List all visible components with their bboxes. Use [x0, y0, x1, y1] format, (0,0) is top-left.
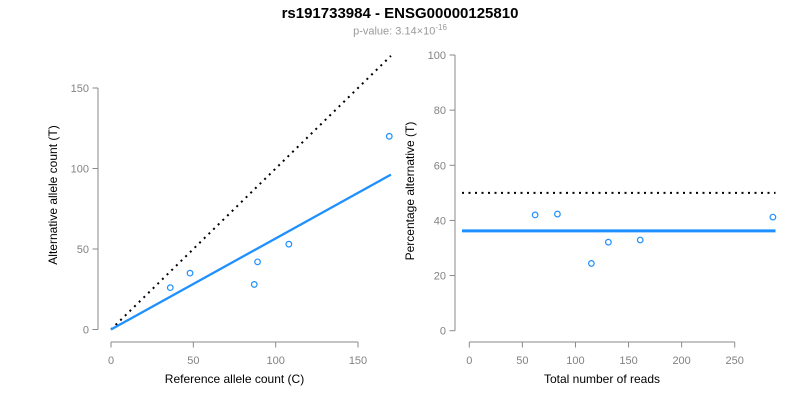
x-axis-title: Reference allele count (C) [165, 372, 304, 386]
x-tick-label: 0 [466, 355, 472, 367]
percentage-vs-coverage-panel: 0 20 40 60 80 100 0 50 100 150 200 250 Total number … [403, 50, 777, 386]
data-point [604, 238, 612, 246]
page-title: rs191733984 - ENSG00000125810 [281, 5, 519, 22]
x-axis-title: Total number of reads [544, 372, 660, 386]
data-point [769, 213, 777, 221]
data-point [385, 132, 393, 140]
x-tick-label: 150 [619, 355, 637, 367]
x-tick-label: 100 [266, 355, 284, 367]
y-tick-label: 100 [71, 164, 89, 176]
y-tick-label: 60 [434, 160, 446, 172]
y-tick-label: 0 [440, 326, 446, 338]
allele-counts-panel: 0 50 100 150 0 50 100 150 Reference allele count… [46, 55, 393, 386]
data-point [166, 284, 174, 292]
y-tick-label: 40 [434, 215, 446, 227]
data-point [531, 211, 539, 219]
p-value-subtitle: p-value: 3.14×10-16 [0, 23, 800, 38]
data-point [250, 281, 258, 288]
p-value-text: p-value: 3.14×10 [353, 25, 436, 38]
data-point [285, 240, 293, 248]
y-tick-label: 150 [71, 83, 89, 95]
y-axis-title: Alternative allele count (T) [46, 125, 60, 264]
p-value-exponent: -16 [435, 23, 447, 32]
x-tick-label: 50 [516, 355, 528, 367]
data-point [636, 236, 644, 244]
fit-line [110, 173, 392, 331]
y-tick-label: 80 [434, 105, 446, 117]
data-point [587, 260, 595, 267]
y-tick-label: 100 [428, 50, 446, 62]
x-tick-label: 50 [187, 355, 199, 367]
y-tick-label: 0 [83, 325, 89, 337]
y-tick-label: 20 [434, 271, 446, 283]
data-point [254, 258, 261, 266]
identity-line [110, 55, 392, 331]
x-tick-label: 150 [349, 355, 367, 367]
x-tick-label: 0 [108, 355, 114, 367]
data-point [554, 210, 561, 218]
data-point [186, 269, 194, 277]
y-tick-label: 50 [77, 244, 89, 256]
x-tick-label: 100 [566, 355, 584, 367]
y-axis-title: Percentage alternative (T) [403, 122, 417, 261]
x-tick-label: 200 [672, 355, 690, 367]
x-tick-label: 250 [726, 355, 744, 367]
